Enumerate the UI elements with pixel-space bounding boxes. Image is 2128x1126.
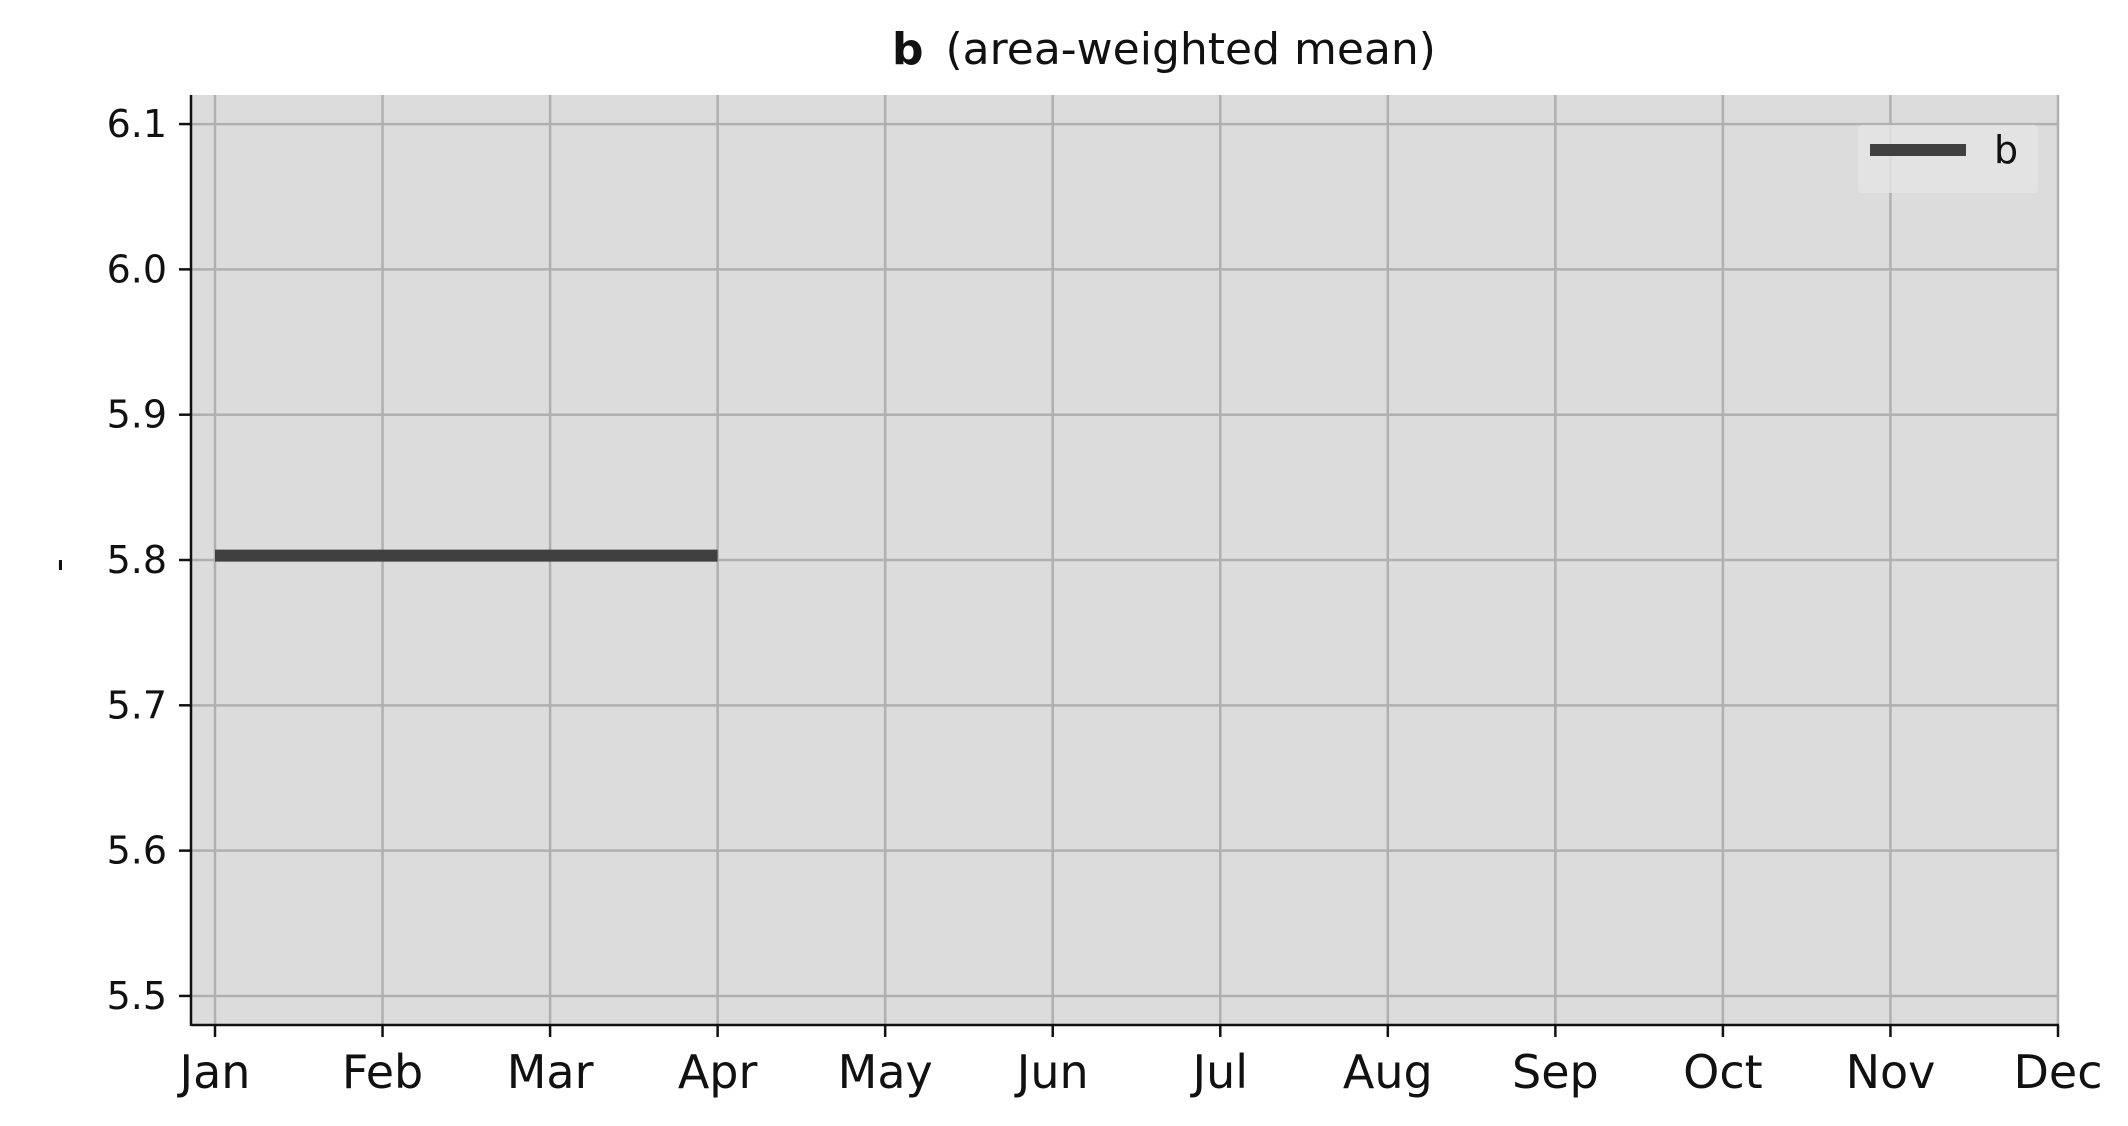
legend: b [1858, 125, 2038, 193]
x-tick-label: Jul [1190, 1045, 1249, 1099]
y-tick-label: 5.7 [107, 683, 167, 727]
x-tick-label: Feb [342, 1045, 423, 1099]
x-tick-label: Jun [1014, 1045, 1089, 1099]
chart-title-bold: b [892, 24, 924, 75]
grid-lines [191, 95, 2060, 1025]
chart-title: b (area-weighted mean) [892, 24, 1436, 75]
x-tick-label: Apr [678, 1045, 758, 1099]
y-tick-label: 5.6 [107, 829, 167, 873]
y-tick-label: 6.0 [107, 247, 167, 291]
y-axis-ticks: 5.5 5.6 5.7 5.8 5.9 6.0 6.1 [107, 102, 191, 1018]
x-tick-label: Mar [507, 1045, 594, 1099]
y-tick-label: 6.1 [107, 102, 167, 146]
x-tick-label: Aug [1343, 1045, 1433, 1099]
chart-title-rest: (area-weighted mean) [946, 24, 1436, 75]
legend-label-b: b [1994, 128, 2018, 172]
chart-title-text: b (area-weighted mean) [892, 24, 1436, 75]
x-axis-ticks: Jan Feb Mar Apr May Jun Jul Aug Sep Oct Nov Dec [177, 1025, 2103, 1099]
y-tick-label: 5.8 [107, 538, 167, 582]
x-tick-label: Dec [2013, 1045, 2102, 1099]
x-tick-label: Nov [1846, 1045, 1936, 1099]
legend-box [1858, 125, 2038, 193]
x-tick-label: Jan [177, 1045, 251, 1099]
y-axis-label: - [36, 558, 80, 572]
y-tick-label: 5.5 [107, 974, 167, 1018]
x-tick-label: May [838, 1045, 933, 1099]
y-tick-label: 5.9 [107, 393, 167, 437]
x-tick-label: Sep [1512, 1045, 1599, 1099]
x-tick-label: Oct [1683, 1045, 1763, 1099]
